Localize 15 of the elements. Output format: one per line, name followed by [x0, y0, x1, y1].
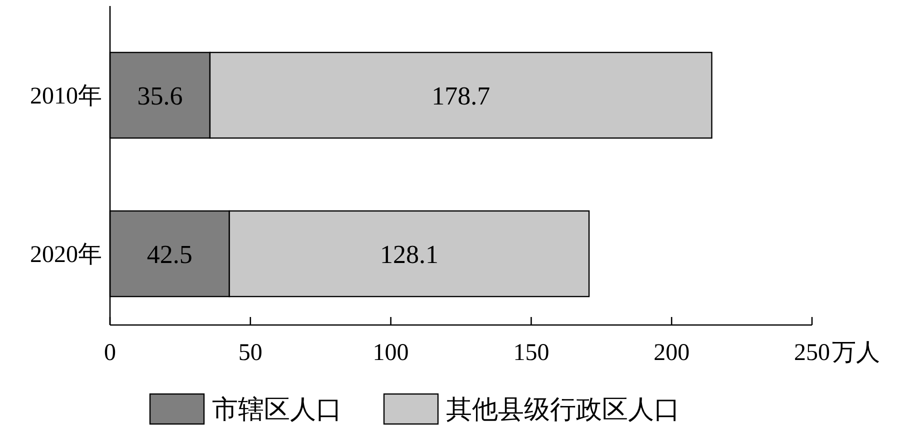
x-tick-label: 100	[372, 340, 409, 366]
x-tick-label: 50	[238, 340, 262, 366]
data-label: 178.7	[432, 81, 490, 110]
legend-label: 其他县级行政区人口	[446, 395, 680, 424]
legend-label: 市辖区人口	[212, 395, 342, 424]
x-axis-title: 万人	[832, 340, 880, 366]
data-label: 42.5	[146, 240, 192, 269]
y-tick-label: 2010年	[30, 83, 102, 110]
x-tick-label: 150	[513, 340, 550, 366]
x-tick-label: 200	[654, 340, 690, 366]
x-tick-label: 0	[104, 340, 116, 366]
data-label: 128.1	[380, 240, 438, 269]
y-tick-label: 2020年	[30, 242, 102, 268]
x-tick-label: 250	[794, 340, 830, 366]
data-label: 35.6	[137, 81, 183, 110]
